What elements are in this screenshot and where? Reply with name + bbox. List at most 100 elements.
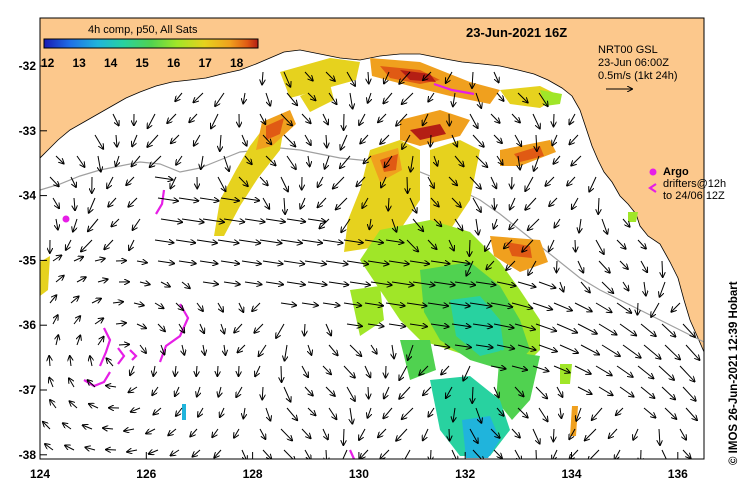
velocity-source: NRT00 GSL (598, 44, 658, 56)
current-vector (579, 218, 581, 232)
current-vector (637, 302, 638, 315)
current-vector (446, 386, 453, 398)
current-vector (430, 197, 439, 206)
current-vector (430, 261, 449, 264)
current-vector (346, 324, 362, 326)
current-vector (451, 324, 470, 327)
y-tick-label: -35 (19, 253, 37, 267)
colorbar-tick: 13 (73, 56, 87, 70)
current-vector (161, 344, 164, 354)
current-vector (66, 239, 72, 250)
current-vector (283, 71, 290, 87)
current-vector (322, 428, 328, 439)
current-vector (574, 302, 592, 311)
current-vector (346, 386, 355, 401)
current-vector (198, 407, 204, 417)
current-vector (55, 155, 64, 163)
current-vector (651, 302, 660, 317)
current-vector (243, 407, 245, 418)
current-vector (307, 407, 315, 415)
current-vector (430, 134, 431, 146)
current-vector (55, 276, 64, 283)
current-vector (601, 344, 620, 356)
current-vector (370, 282, 392, 285)
current-vector (378, 113, 387, 122)
colorbar-tick: 16 (167, 56, 181, 70)
current-vector (171, 449, 180, 455)
current-vector (223, 155, 229, 171)
current-vector (451, 197, 461, 207)
current-vector (517, 407, 528, 418)
current-vector (238, 240, 260, 243)
current-vector (234, 323, 243, 333)
current-vector (475, 282, 495, 285)
current-vector (202, 282, 218, 284)
current-vector (685, 344, 699, 360)
current-vector (449, 428, 450, 441)
current-vector (592, 407, 603, 420)
current-vector (217, 240, 239, 243)
y-tick-label: -36 (19, 318, 37, 332)
current-vector (241, 261, 261, 264)
current-vector (402, 449, 411, 459)
current-vector (509, 218, 519, 229)
current-vector (622, 218, 630, 227)
current-vector (175, 302, 183, 310)
current-vector (368, 407, 371, 418)
current-vector (281, 365, 282, 382)
current-vector (133, 218, 141, 230)
current-vector (574, 365, 591, 374)
current-vector (388, 261, 409, 264)
current-vector (94, 134, 103, 149)
current-vector (52, 315, 58, 325)
current-vector (107, 176, 114, 188)
current-vector (73, 218, 78, 232)
y-tick-label: -37 (19, 383, 37, 397)
current-vector (559, 344, 578, 353)
current-vector (124, 429, 135, 431)
current-vector (661, 386, 675, 399)
current-vector (149, 450, 159, 454)
current-vector (549, 197, 558, 206)
current-vector (622, 281, 628, 290)
current-vector (175, 240, 195, 243)
current-vector (572, 197, 579, 209)
current-vector (224, 344, 225, 355)
current-vector (475, 155, 487, 167)
current-vector (538, 281, 555, 288)
current-vector (69, 378, 75, 388)
current-vector (262, 197, 269, 209)
current-vector (176, 407, 183, 416)
current-vector (175, 386, 179, 396)
current-vector (175, 365, 176, 376)
current-vector (496, 344, 514, 349)
current-vector (56, 218, 58, 230)
current-vector (532, 428, 540, 444)
argo-symbol (649, 168, 657, 176)
legend: Argo drifters@12h to 24/06 12Z (648, 166, 726, 202)
current-vector (423, 386, 432, 395)
x-tick-label: 126 (136, 467, 156, 481)
current-vector (171, 134, 180, 143)
current-vector (427, 303, 448, 306)
current-vector (433, 282, 455, 285)
current-vector (510, 197, 516, 210)
current-vector (454, 218, 462, 230)
current-vector (535, 386, 547, 398)
current-vector (108, 197, 117, 207)
current-vectors (43, 71, 699, 459)
current-vector (318, 176, 324, 187)
current-vector (430, 324, 449, 327)
current-vector (52, 255, 61, 262)
current-vector (585, 428, 597, 440)
current-vector (388, 324, 405, 326)
current-vector (469, 302, 491, 306)
velocity-scale: 0.5m/s (1kt 24h) (598, 70, 677, 82)
current-vector (178, 198, 198, 201)
current-vector (343, 240, 363, 243)
current-vector (640, 260, 647, 272)
x-tick-label: 128 (243, 467, 263, 481)
current-vector (350, 92, 353, 109)
current-vector (525, 197, 537, 210)
